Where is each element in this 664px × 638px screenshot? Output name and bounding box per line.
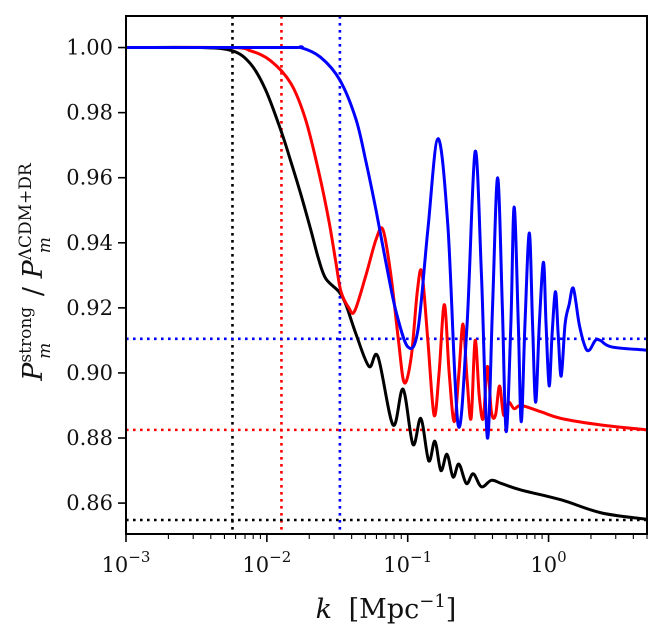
- y-label-den: P: [18, 259, 49, 279]
- x-axis-label: k [Mpc−1]: [316, 591, 457, 625]
- x-tick-label: 10−1: [383, 548, 432, 577]
- y-tick-label: 1.00: [66, 36, 113, 60]
- y-tick-label: 0.92: [66, 296, 113, 320]
- plot-content: [126, 16, 647, 534]
- plot-area: [126, 16, 647, 534]
- x-tick-label: 10−3: [102, 548, 151, 577]
- series-line-black: [126, 45, 647, 521]
- x-axis-label-var: k: [316, 594, 332, 625]
- x-tick-label: 100: [530, 548, 566, 577]
- y-tick-label: 0.90: [66, 361, 113, 385]
- plot-frame: [125, 15, 648, 535]
- y-axis-ticks: 1.00 0.98 0.96 0.94 0.92 0.90 0.88 0.86: [66, 36, 126, 515]
- y-axis-label: Pstrongm / PΛCDM+DRm: [16, 162, 55, 382]
- y-tick-label: 0.96: [66, 166, 113, 190]
- y-label-num-sup: strong: [16, 307, 36, 363]
- y-tick-label: 0.88: [66, 426, 113, 450]
- series-line-red: [126, 45, 647, 432]
- x-axis-label-unit: Mpc: [359, 594, 419, 625]
- x-axis-label-exp: −1: [419, 591, 446, 612]
- y-tick-label: 0.86: [66, 491, 113, 515]
- y-label-num-sub: m: [35, 343, 55, 359]
- x-axis-ticks: 10−3 10−2 10−1 100: [102, 534, 648, 577]
- y-tick-label: 0.94: [66, 231, 113, 255]
- y-label-num: P: [18, 362, 49, 382]
- y-label-den-sub: m: [35, 237, 55, 253]
- y-label-den-sup: ΛCDM+DR: [16, 162, 36, 261]
- x-tick-label: 10−2: [242, 548, 291, 577]
- series-line-blue: [126, 45, 647, 440]
- y-tick-label: 0.98: [66, 101, 113, 125]
